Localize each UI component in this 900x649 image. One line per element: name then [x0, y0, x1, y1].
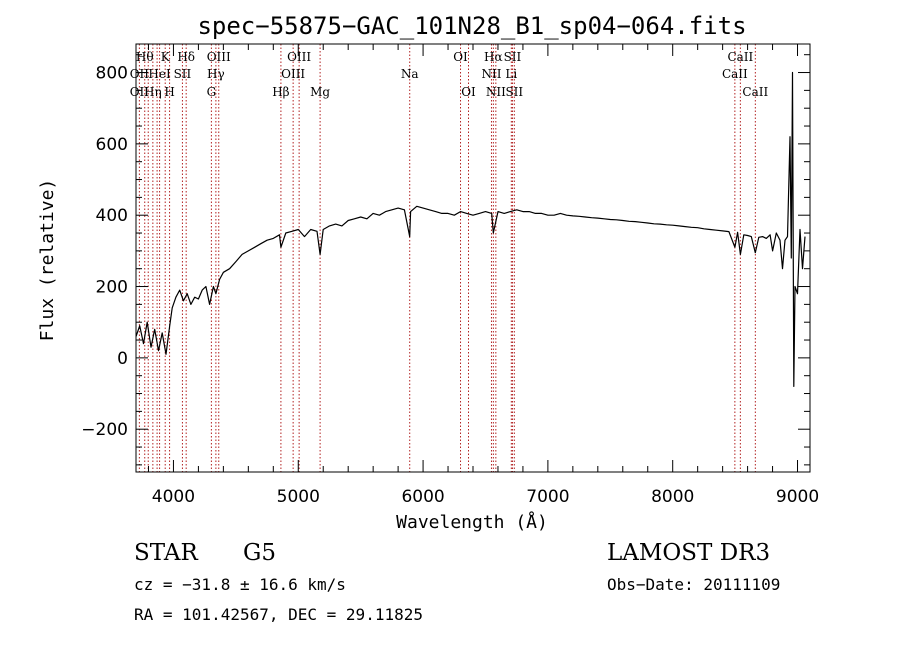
line-label: Hη [144, 85, 162, 99]
line-label: OIII [287, 50, 311, 64]
x-tick-label: 9000 [776, 487, 819, 507]
redshift-cz: cz = −31.8 ± 16.6 km/s [134, 575, 346, 594]
flux-line [135, 71, 806, 387]
line-label: Hβ [272, 85, 289, 99]
line-label: HeI [148, 67, 171, 81]
x-tick-label: 5000 [277, 487, 320, 507]
line-label: OII [130, 85, 150, 99]
line-label: OIII [281, 67, 305, 81]
line-label: OII [130, 67, 150, 81]
line-label: K [161, 50, 171, 64]
line-label: NII [486, 85, 506, 99]
x-axis-ticks: 4000 5000 6000 7000 8000 9000 [147, 44, 819, 507]
line-label: NII [481, 67, 501, 81]
y-tick-label: 0 [117, 349, 128, 369]
line-label: Hα [484, 50, 503, 64]
line-label: OI [453, 50, 468, 64]
line-label: OI [461, 85, 476, 99]
line-label: G [207, 85, 217, 99]
line-label: CaII [722, 67, 748, 81]
y-axis-label: Flux (relative) [37, 179, 58, 342]
line-label: Hγ [207, 67, 225, 81]
line-label: Na [401, 67, 419, 81]
line-label: Hθ [136, 50, 154, 64]
line-label: CaII [727, 50, 753, 64]
y-axis-ticks: −200 0 200 400 600 800 [81, 54, 810, 466]
line-label: SII [174, 67, 192, 81]
y-tick-label: 800 [96, 64, 128, 84]
line-label: SII [505, 85, 523, 99]
flux-series [135, 71, 806, 387]
line-label: H [164, 85, 174, 99]
chart-title: spec−55875−GAC_101N28_B1_sp04−064.fits [197, 12, 746, 40]
line-label: CaII [742, 85, 768, 99]
x-tick-label: 8000 [651, 487, 694, 507]
object-subclass: G5 [243, 540, 277, 566]
x-tick-label: 4000 [152, 487, 195, 507]
line-label: SII [504, 50, 522, 64]
y-tick-label: 200 [96, 278, 128, 298]
x-tick-label: 6000 [401, 487, 444, 507]
survey-name: LAMOST DR3 [607, 540, 771, 566]
y-tick-label: −200 [81, 420, 128, 440]
y-tick-label: 600 [96, 135, 128, 155]
x-axis-label: Wavelength (Å) [396, 511, 548, 533]
line-label: OIII [207, 50, 231, 64]
plot-frame [135, 43, 811, 473]
ra-dec: RA = 101.42567, DEC = 29.11825 [134, 605, 423, 624]
object-class: STAR [134, 540, 198, 566]
line-label: Mg [310, 85, 330, 99]
x-tick-label: 7000 [526, 487, 569, 507]
obs-date: Obs−Date: 20111109 [607, 575, 781, 594]
line-label: Hδ [177, 50, 195, 64]
y-tick-label: 400 [96, 206, 128, 226]
line-label: Li [505, 67, 517, 81]
spectral-line-markers [138, 44, 756, 472]
